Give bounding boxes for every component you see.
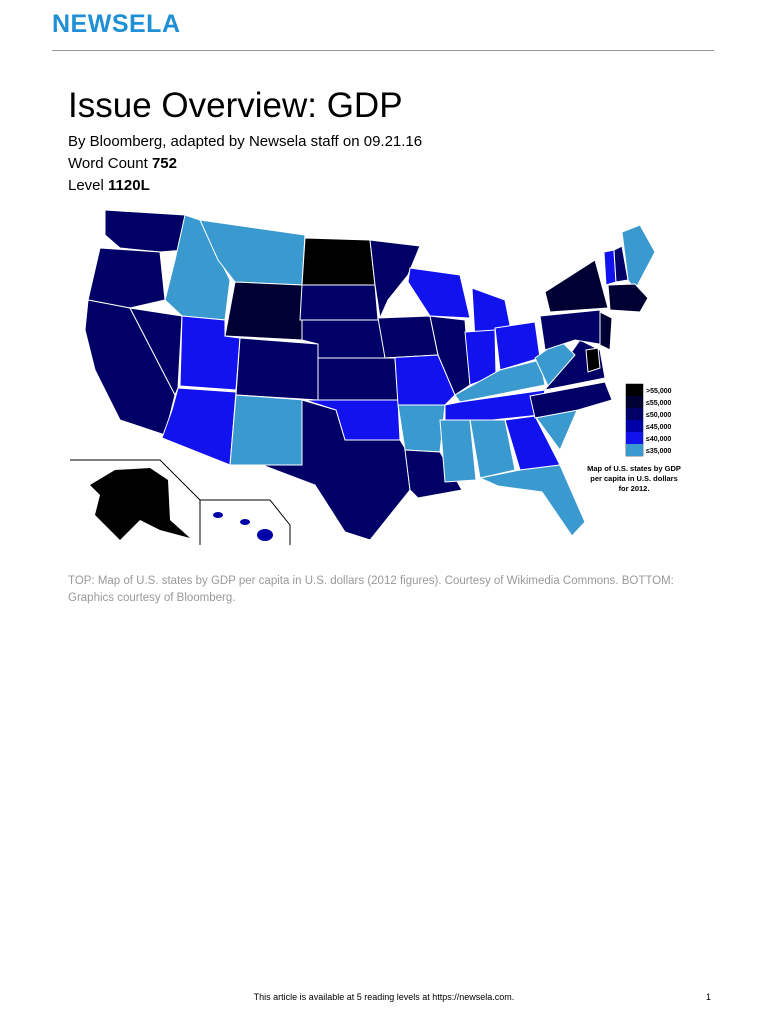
legend-swatch [626, 444, 643, 456]
legend-label: >55,000 [646, 388, 672, 395]
logo[interactable]: NEWSELA [52, 10, 181, 38]
state [161, 387, 237, 466]
state [261, 399, 411, 541]
state [299, 284, 379, 321]
footer-note: This article is available at 5 reading l… [253, 992, 515, 1002]
state [104, 209, 186, 253]
state [529, 381, 613, 419]
state [224, 281, 303, 341]
map-caption-line: for 2012. [619, 484, 650, 493]
state [235, 337, 319, 401]
label: Level [68, 177, 104, 194]
level: Level 1120L [68, 177, 150, 194]
state [397, 404, 446, 453]
legend-swatch [626, 396, 643, 408]
legend-swatch [626, 384, 643, 396]
legend-label: ≤40,000 [646, 436, 671, 443]
state [469, 419, 516, 479]
map-caption-line: Map of U.S. states by GDP [587, 464, 681, 473]
island [240, 519, 250, 525]
inset-border [200, 499, 291, 545]
header-rule [52, 50, 714, 51]
state [317, 357, 399, 401]
legend-swatch [626, 408, 643, 420]
state [478, 464, 586, 537]
legend-label: ≤45,000 [646, 424, 671, 431]
legend-label: ≤50,000 [646, 412, 671, 419]
island [213, 512, 223, 518]
state [301, 237, 376, 286]
state [377, 315, 439, 359]
states [84, 209, 656, 541]
legend-label: ≤55,000 [646, 400, 671, 407]
state [429, 315, 471, 396]
state [407, 267, 471, 319]
state [621, 224, 656, 291]
value: 752 [151, 155, 177, 172]
state [90, 468, 190, 540]
inset-hawaii [200, 499, 291, 545]
island [257, 529, 273, 541]
state [404, 449, 463, 499]
legend-swatch [626, 420, 643, 432]
map: >55,000 ≤55,000 ≤50,000 ≤45,000 ≤40,000 ≤35,0… [70, 209, 681, 545]
state [87, 247, 166, 309]
state [599, 311, 613, 351]
map-caption-line: per capita in U.S. dollars [590, 474, 678, 483]
legend-label: ≤35,000 [646, 448, 671, 455]
state [229, 394, 306, 466]
label: Word Count [68, 155, 148, 172]
article-title: Issue Overview: GDP [68, 86, 403, 125]
byline: By Bloomberg, adapted by Newsela staff o… [68, 133, 423, 150]
figure-caption: TOP: Map of U.S. states by GDP per capit… [68, 575, 674, 604]
word-count: Word Count 752 [68, 155, 177, 172]
value: 1120L [108, 177, 150, 194]
state [544, 259, 609, 313]
inset-border [70, 459, 201, 545]
state [369, 239, 421, 320]
legend: >55,000 ≤55,000 ≤50,000 ≤45,000 ≤40,000 ≤35,0… [625, 383, 672, 457]
state [585, 347, 601, 373]
page-number: 1 [706, 992, 712, 1002]
legend-swatch [626, 432, 643, 444]
state [607, 283, 649, 313]
state [539, 309, 606, 351]
state [439, 419, 477, 483]
inset-alaska [70, 459, 201, 545]
